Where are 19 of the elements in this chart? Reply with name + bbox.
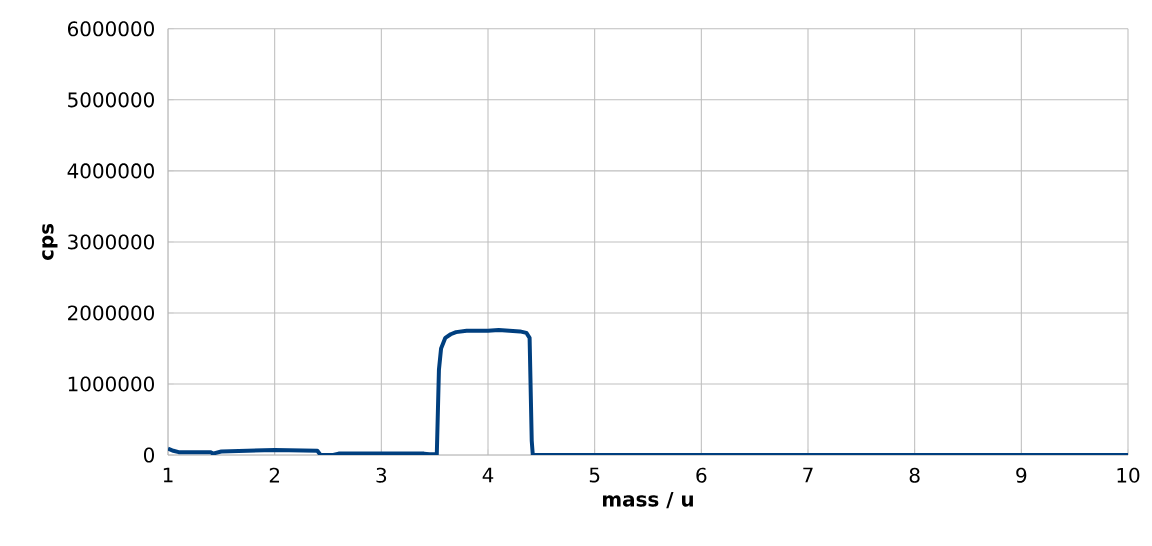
y-tick-label: 6000000	[68, 21, 154, 37]
x-tick-label: 3	[376, 467, 387, 483]
y-axis-title: cps	[42, 223, 58, 260]
x-tick-label: 9	[1016, 467, 1027, 483]
x-tick-label: 1	[163, 467, 173, 483]
y-tick-label: 2000000	[68, 305, 154, 321]
x-tick-label: 2	[269, 467, 280, 483]
x-tick-label: 6	[696, 467, 707, 483]
y-tick-label: 3000000	[68, 234, 154, 250]
x-axis-title: mass / u	[603, 491, 693, 509]
y-tick-label: 5000000	[68, 92, 154, 108]
x-tick-label: 10	[1117, 467, 1140, 483]
x-tick-label: 8	[909, 467, 920, 483]
x-tick-label: 4	[482, 467, 494, 483]
x-tick-label: 7	[803, 467, 813, 483]
y-tick-label: 1000000	[68, 376, 154, 392]
x-tick-label: 5	[589, 467, 600, 483]
y-tick-label: 4000000	[67, 163, 154, 179]
y-tick-label: 0	[143, 447, 155, 463]
